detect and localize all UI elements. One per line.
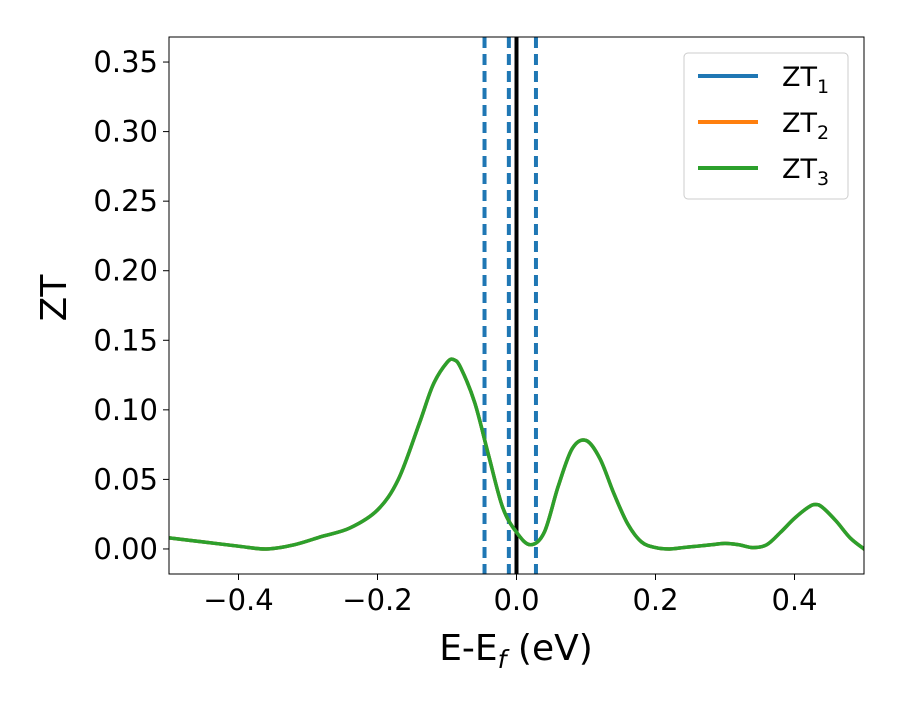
- legend-label: ZT1: [782, 62, 829, 98]
- y-tick-label: 0.00: [93, 532, 158, 566]
- x-axis-ticks: −0.4 −0.2 0.0 0.2 0.4: [203, 574, 818, 617]
- legend-frame: [683, 52, 849, 200]
- y-tick-label: 0.10: [93, 393, 158, 427]
- y-tick-label: 0.25: [93, 184, 158, 218]
- reference-lines: [482, 37, 538, 574]
- series-layer: [169, 357, 864, 551]
- x-axis-title-unit: (eV): [506, 628, 592, 669]
- x-tick-label: 0.0: [493, 583, 539, 617]
- y-tick-label: 0.05: [93, 462, 158, 496]
- legend: ZT1 ZT2 ZT3: [683, 52, 849, 200]
- x-tick-label: 0.4: [771, 583, 817, 617]
- y-tick-label: 0.15: [93, 323, 158, 357]
- x-axis-title: E-Ef (eV): [439, 628, 593, 674]
- y-tick-label: 0.20: [93, 254, 158, 288]
- y-axis-ticks: 0.00 0.05 0.10 0.15 0.20 0.25 0.30 0.35: [93, 45, 169, 566]
- x-axis-title-main: E-E: [439, 628, 497, 669]
- series-line-zt3: [169, 357, 864, 551]
- y-tick-label: 0.35: [93, 45, 158, 79]
- x-tick-label: 0.2: [632, 583, 678, 617]
- x-tick-label: −0.4: [203, 583, 273, 617]
- legend-label: ZT2: [782, 108, 829, 144]
- y-tick-label: 0.30: [93, 115, 158, 149]
- legend-label: ZT3: [782, 154, 829, 190]
- y-axis-title: ZT: [34, 274, 75, 322]
- x-tick-label: −0.2: [342, 583, 412, 617]
